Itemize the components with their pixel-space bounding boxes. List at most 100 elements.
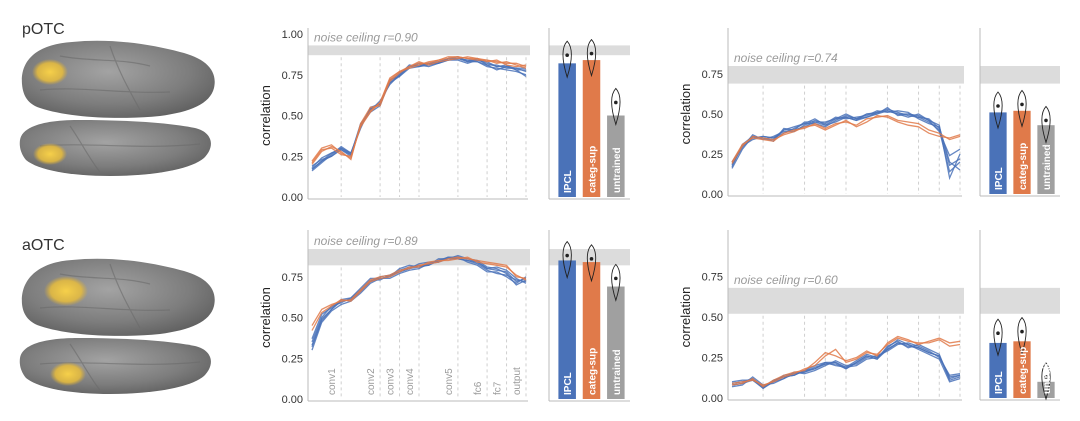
bar-label-ipcl: IPCL (563, 372, 574, 395)
violin-untrained (611, 87, 621, 126)
y-tick-label: 0.00 (702, 393, 723, 405)
y-axis-label: correlation (258, 85, 273, 146)
violin-median (1044, 118, 1048, 123)
x-tick-label: fc6 (473, 381, 484, 395)
y-tick-label: 0.25 (702, 149, 723, 161)
chart-panels: noise ceiling r=0.90 1.00 0.75 0.50 0.25 0.00… (258, 28, 1060, 406)
brain-lateral-view-icon (21, 40, 215, 118)
noise-ceiling-label: noise ceiling r=0.74 (734, 51, 838, 65)
bar-label-categ-sup: categ-sup (1018, 143, 1029, 190)
roi-highlight (50, 362, 86, 386)
y-tick-label: 0.75 (282, 272, 303, 284)
roi-label-potc: pOTC (22, 21, 65, 38)
violin-median (614, 276, 618, 281)
noise-ceiling-band (308, 45, 530, 56)
bar-label-untrained: untrained (612, 349, 623, 395)
series-line-categ_sup (731, 114, 961, 163)
noise-ceiling-band (308, 249, 530, 266)
x-tick-label: output (512, 367, 523, 395)
y-tick-label: 0.50 (702, 109, 723, 121)
violin-median (589, 51, 594, 56)
y-tick-label: 0.25 (282, 353, 303, 365)
bar-categ-sup (582, 60, 601, 197)
bar-label-categ-sup: categ-sup (588, 146, 599, 193)
violin-median (1020, 102, 1024, 107)
bar-label-untrained: untrained (1042, 144, 1053, 190)
violin-median (996, 104, 1000, 108)
violin-median (565, 53, 569, 57)
y-tick-label: 1.00 (282, 29, 303, 41)
series-line-categ_sup (311, 56, 527, 164)
series-line-categ_sup (311, 256, 527, 331)
series-line-categ_sup (731, 114, 961, 164)
bar-label-ipcl: IPCL (994, 167, 1005, 190)
x-tick-label: conv3 (386, 368, 397, 395)
bar-label-categ-sup: categ-sup (1018, 347, 1029, 394)
violin-median (565, 253, 569, 258)
bar-ipcl (989, 342, 1007, 398)
roi-highlight (32, 59, 68, 85)
y-tick-label: 0.25 (702, 353, 723, 365)
violin-categ-sup (586, 38, 597, 78)
noise-ceiling-band-bars (549, 45, 630, 56)
chart-panel-aotc-left: noise ceiling r=0.89 0.75 0.50 0.25 0.00 corr… (258, 230, 630, 406)
violin-median (996, 331, 1000, 336)
bar-ipcl (558, 260, 576, 399)
violin-categ-sup (1017, 316, 1027, 356)
bar-categ-sup (1013, 341, 1031, 398)
bar-untrained (607, 115, 625, 197)
violin-untrained (611, 263, 621, 302)
x-tick-label: fc7 (493, 381, 504, 395)
violin-median (1044, 375, 1048, 379)
x-tick-label: conv2 (366, 368, 377, 395)
y-tick-label: 0.25 (282, 151, 303, 163)
roi-highlight (44, 276, 88, 306)
violin-median (614, 100, 618, 105)
bar-categ-sup (1013, 110, 1031, 194)
y-axis-label: correlation (678, 84, 693, 145)
y-tick-label: 0.75 (282, 70, 303, 82)
violin-ipcl (562, 240, 572, 280)
violin-untrained (1041, 105, 1051, 144)
bar-untrained (1037, 125, 1055, 194)
y-tick-label: 0.50 (702, 312, 723, 324)
noise-ceiling-label: noise ceiling r=0.60 (734, 273, 838, 287)
brain-lateral-view-icon (21, 258, 215, 336)
roi-highlight (33, 143, 67, 165)
x-tick-label: conv5 (444, 368, 455, 395)
series-line-categ_sup (731, 335, 961, 388)
violin-ipcl (993, 91, 1003, 130)
x-tick-label: conv4 (405, 368, 416, 395)
noise-ceiling-band (728, 287, 964, 314)
y-axis-label: correlation (678, 287, 693, 348)
y-axis-label: correlation (258, 287, 273, 348)
series-line-ipcl (731, 106, 961, 167)
y-tick-label: 0.00 (702, 189, 723, 201)
chart-panel-potc-left: noise ceiling r=0.90 1.00 0.75 0.50 0.25 0.00… (258, 28, 630, 204)
bar-label-untrained: untrained (1042, 348, 1053, 394)
x-tick-label: conv1 (327, 368, 338, 395)
bar-label-ipcl: IPCL (563, 170, 574, 193)
y-tick-label: 0.50 (282, 111, 303, 123)
violin-categ-sup (586, 244, 597, 283)
y-tick-label: 0.75 (702, 69, 723, 81)
y-tick-label: 0.00 (282, 192, 303, 204)
bar-label-untrained: untrained (612, 147, 623, 193)
y-tick-label: 0.50 (282, 313, 303, 325)
violin-categ-sup (1017, 89, 1027, 128)
bar-label-ipcl: IPCL (994, 371, 1005, 394)
violin-ipcl (562, 40, 572, 79)
chart-panel-aotc-right: noise ceiling r=0.60 0.75 0.50 0.25 0.00 corr… (678, 230, 1060, 405)
bar-untrained (607, 286, 625, 399)
bar-ipcl (989, 112, 1007, 194)
noise-ceiling-band (728, 66, 964, 84)
violin-ipcl (993, 318, 1003, 357)
bar-ipcl (558, 63, 576, 198)
brain-ventral-view-icon (19, 120, 211, 176)
noise-ceiling-band-bars (980, 287, 1060, 314)
series-line-categ_sup (311, 56, 527, 162)
violin-median (1020, 329, 1024, 334)
violin-median (589, 257, 594, 261)
noise-ceiling-label: noise ceiling r=0.89 (314, 234, 418, 248)
